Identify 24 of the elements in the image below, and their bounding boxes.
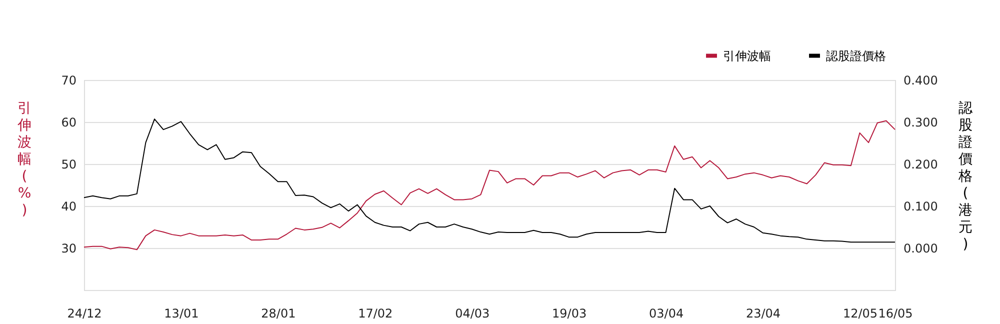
- text: 認股證價格(港元): [958, 100, 972, 252]
- legend-label: 認股證價格: [826, 48, 886, 63]
- y2-tick-label: 0.200: [904, 158, 938, 172]
- legend-label: 引伸波幅: [723, 48, 771, 63]
- x-tick-label: 03/04: [649, 306, 684, 320]
- x-tick-label: 23/04: [746, 306, 781, 320]
- x-tick-label: 04/03: [455, 306, 490, 320]
- x-tick-label: 13/01: [164, 306, 199, 320]
- y-tick-label: 70: [61, 74, 76, 88]
- x-tick-label: 17/02: [358, 306, 393, 320]
- x-tick-label: 28/01: [261, 306, 296, 320]
- y-tick-label: 40: [61, 200, 76, 214]
- y-tick-label: 60: [61, 116, 76, 130]
- y2-tick-label: 0.000: [904, 242, 938, 256]
- x-tick-label: 12/05: [842, 306, 878, 320]
- x-tick-label: 16/05: [878, 306, 913, 320]
- y2-tick-label: 0.300: [904, 116, 938, 130]
- y2-tick-label: 0.100: [904, 200, 938, 214]
- x-tick-label: 24/12: [67, 306, 102, 320]
- x-tick-label: 19/03: [552, 306, 587, 320]
- y-tick-label: 50: [61, 158, 76, 172]
- y2-tick-label: 0.400: [904, 74, 938, 88]
- y-axis-title: 引伸波幅(%): [16, 100, 32, 218]
- y-tick-label: 30: [61, 242, 76, 256]
